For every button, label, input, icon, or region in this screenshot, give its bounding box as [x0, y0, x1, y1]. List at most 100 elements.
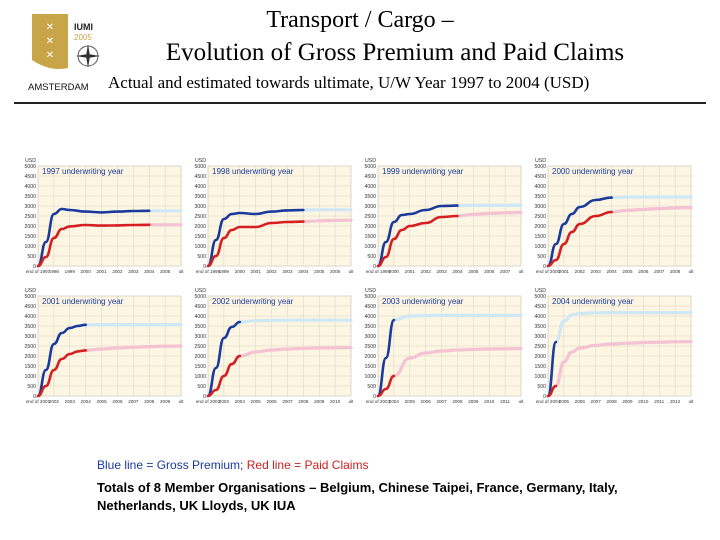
- x-tick-label-2: 2000: [235, 269, 246, 274]
- x-tick-label-0: end of 1999: [366, 269, 391, 274]
- y-tick-label-6: 3000: [194, 204, 206, 210]
- x-tick-label-1: 2002: [49, 399, 60, 404]
- compass-icon: [76, 44, 100, 68]
- x-tick-label-5: 2002: [112, 269, 123, 274]
- chart-title: 1999 underwriting year: [382, 167, 464, 176]
- logo-city-text: AMSTERDAM: [28, 82, 89, 93]
- x-tick-label-5: 2004: [452, 269, 463, 274]
- x-tick-label-8: 2006: [330, 269, 341, 274]
- y-tick-label-2: 1000: [534, 244, 546, 250]
- x-tick-label-4: 2002: [266, 269, 277, 274]
- chart-title: 1998 underwriting year: [212, 167, 294, 176]
- series-line-paid-claims: [546, 210, 613, 268]
- x-tick-label-3: 2003: [591, 269, 602, 274]
- y-tick-label-1: 500: [367, 384, 376, 390]
- y-tick-label-0: 0: [203, 264, 206, 270]
- x-tick-label-8: 2012: [670, 399, 681, 404]
- y-tick-label-6: 3000: [364, 334, 376, 340]
- chart-panel-7: 0 500 1000 1500 2000 2500 3000 3500 4000 4500 5000…: [364, 288, 524, 404]
- x-tick-label-1: 2003: [219, 399, 230, 404]
- x-tick-label-9: ult: [689, 399, 695, 404]
- x-tick-label-3: 2004: [81, 399, 92, 404]
- y-tick-label-5: 2500: [194, 344, 206, 350]
- x-tick-label-7: 2010: [484, 399, 495, 404]
- x-tick-label-2: 2006: [575, 399, 586, 404]
- x-tick-label-9: ult: [179, 399, 185, 404]
- page-title-line-1: Transport / Cargo –: [266, 7, 454, 33]
- y-tick-label-6: 3000: [24, 334, 36, 340]
- y-tick-label-5: 2500: [24, 344, 36, 350]
- svg-text:✕: ✕: [46, 36, 54, 47]
- series-line-gross-premium-estimate: [610, 195, 693, 200]
- y-axis-label: USD: [365, 158, 376, 164]
- x-tick-label-2: 2002: [575, 269, 586, 274]
- y-tick-label-10: 5000: [24, 294, 36, 300]
- x-tick-label-4: 2007: [436, 399, 447, 404]
- x-tick-label-1: 1999: [219, 269, 230, 274]
- x-tick-label-6: 2007: [128, 399, 139, 404]
- series-line-paid-claims: [376, 214, 459, 268]
- x-tick-label-5: 2005: [622, 269, 633, 274]
- x-tick-label-8: 2011: [500, 399, 510, 404]
- y-axis-label: USD: [535, 158, 546, 164]
- y-tick-label-2: 1000: [534, 374, 546, 380]
- y-tick-label-2: 1000: [364, 374, 376, 380]
- y-tick-label-3: 1500: [534, 234, 546, 240]
- x-tick-label-4: 2001: [96, 269, 107, 274]
- x-tick-label-1: 2004: [389, 399, 400, 404]
- y-tick-label-9: 4500: [24, 304, 36, 310]
- chart-panel-3: 0 500 1000 1500 2000 2500 3000 3500 4000 4500 5000…: [364, 158, 524, 274]
- y-tick-label-6: 3000: [24, 204, 36, 210]
- x-tick-label-8: 2009: [160, 399, 171, 404]
- x-tick-label-9: ult: [689, 269, 695, 274]
- y-tick-label-1: 500: [537, 384, 546, 390]
- y-tick-label-7: 3500: [24, 194, 36, 200]
- logo-shield: [32, 14, 68, 69]
- y-tick-label-8: 4000: [534, 314, 546, 320]
- y-tick-label-3: 1500: [534, 364, 546, 370]
- x-tick-label-7: 2009: [314, 399, 325, 404]
- y-tick-label-0: 0: [543, 394, 546, 400]
- series-line-gross-premium: [376, 204, 459, 268]
- series-line-paid-claims: [546, 384, 558, 398]
- x-tick-label-2: 1999: [65, 269, 76, 274]
- x-tick-label-3: 2001: [251, 269, 262, 274]
- x-tick-label-2: 2003: [65, 399, 76, 404]
- y-tick-label-1: 500: [197, 384, 206, 390]
- chart-title: 2001 underwriting year: [42, 297, 124, 306]
- y-tick-label-9: 4500: [194, 304, 206, 310]
- x-tick-label-8: 2007: [500, 269, 511, 274]
- x-tick-label-1: 2001: [559, 269, 570, 274]
- series-line-paid-claims-estimate: [84, 344, 183, 352]
- x-tick-label-5: 2006: [112, 399, 123, 404]
- x-tick-label-6: 2008: [298, 399, 309, 404]
- x-tick-label-9: ult: [519, 269, 525, 274]
- y-axis-label: USD: [535, 288, 546, 294]
- y-tick-label-1: 500: [537, 254, 546, 260]
- x-tick-label-0: end of 2003: [366, 399, 391, 404]
- y-tick-label-7: 3500: [194, 324, 206, 330]
- x-tick-label-1: 2000: [389, 269, 400, 274]
- page-subtitle: Actual and estimated towards ultimate, U…: [108, 73, 590, 92]
- y-tick-label-9: 4500: [364, 304, 376, 310]
- x-tick-label-9: ult: [519, 399, 525, 404]
- x-tick-label-9: ult: [349, 269, 355, 274]
- y-axis-label: USD: [25, 288, 36, 294]
- series-line-gross-premium: [36, 207, 151, 268]
- chart-title: 2000 underwriting year: [552, 167, 634, 176]
- y-tick-label-0: 0: [543, 264, 546, 270]
- y-tick-label-4: 2000: [194, 224, 206, 230]
- y-tick-label-3: 1500: [194, 234, 206, 240]
- x-tick-label-8: 2005: [160, 269, 171, 274]
- series-line-paid-claims-estimate: [455, 210, 523, 218]
- y-tick-label-6: 3000: [534, 204, 546, 210]
- y-tick-label-10: 5000: [194, 294, 206, 300]
- x-tick-label-6: 2006: [638, 269, 649, 274]
- x-tick-label-5: 2008: [452, 399, 463, 404]
- x-tick-label-8: 2008: [670, 269, 681, 274]
- y-tick-label-10: 5000: [534, 164, 546, 170]
- page-title-line-2: Evolution of Gross Premium and Paid Clai…: [165, 39, 625, 66]
- x-tick-label-0: end of 2000: [536, 269, 561, 274]
- series-line-gross-premium-estimate: [554, 311, 693, 344]
- x-tick-label-7: 2005: [314, 269, 325, 274]
